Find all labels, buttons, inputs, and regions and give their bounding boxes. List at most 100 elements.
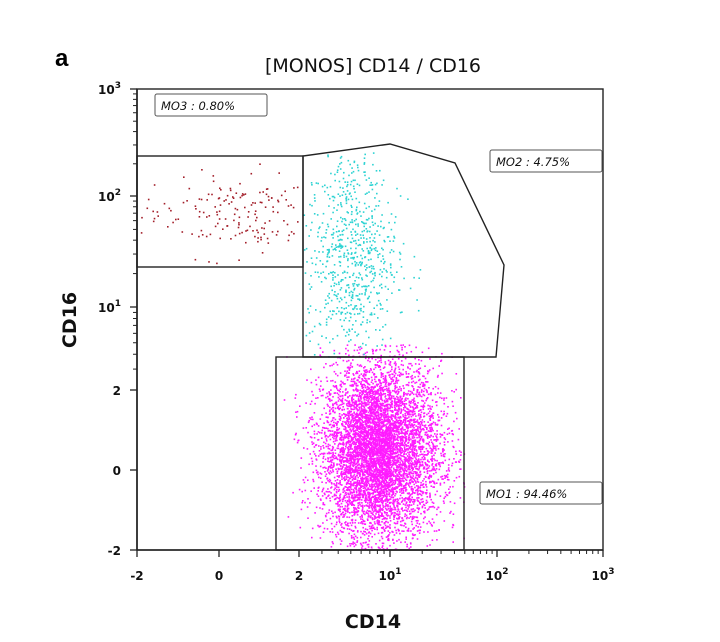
mo1-event-point: [361, 464, 363, 467]
mo1-event-point: [408, 506, 410, 508]
mo1-event-point: [295, 432, 297, 435]
mo1-event-point: [397, 514, 400, 516]
mo1-event-point: [361, 409, 363, 411]
chart-title: [MONOS] CD14 / CD16: [265, 55, 481, 77]
mo1-event-point: [333, 434, 335, 437]
mo1-event-point: [411, 364, 413, 367]
mo1-event-point: [331, 461, 333, 464]
mo1-event-point: [431, 458, 433, 460]
mo1-event-point: [404, 522, 406, 525]
mo1-event-point: [375, 446, 377, 448]
mo1-event-point: [348, 457, 351, 459]
mo1-event-point: [394, 416, 396, 418]
mo1-event-point: [375, 508, 377, 510]
mo1-event-point: [392, 474, 395, 476]
mo1-event-point: [423, 471, 426, 473]
mo1-event-point: [351, 414, 354, 417]
mo1-event-point: [338, 413, 341, 415]
mo1-event-point: [393, 444, 396, 446]
mo1-event-point: [427, 421, 429, 423]
mo1-event-point: [385, 527, 387, 529]
mo1-event-point: [392, 456, 395, 459]
mo1-event-point: [368, 505, 370, 508]
mo1-event-point: [386, 472, 388, 475]
mo1-event-point: [410, 415, 413, 418]
mo1-event-point: [442, 448, 444, 450]
mo1-event-point: [367, 463, 370, 466]
mo1-event-point: [344, 448, 346, 450]
mo1-event-point: [429, 475, 431, 478]
mo1-event-point: [406, 504, 409, 507]
mo1-event-point: [342, 498, 345, 501]
mo1-event-point: [429, 447, 432, 449]
mo1-event-point: [443, 497, 445, 500]
mo1-event-point: [350, 488, 353, 491]
mo1-event-point: [422, 408, 425, 411]
mo1-event-point: [359, 395, 362, 397]
mo1-event-point: [423, 390, 425, 393]
mo1-event-point: [371, 449, 374, 452]
mo1-event-point: [387, 458, 390, 461]
mo1-event-point: [365, 444, 367, 446]
mo1-event-point: [347, 349, 349, 352]
mo1-event-point: [430, 458, 432, 461]
mo1-event-point: [411, 424, 413, 427]
mo1-event-point: [363, 412, 366, 414]
mo1-event-point: [342, 453, 345, 456]
mo1-event-point: [334, 435, 336, 438]
mo1-event-point: [405, 397, 407, 399]
mo1-event-point: [399, 412, 402, 414]
mo1-event-point: [322, 466, 324, 469]
mo1-event-point: [347, 366, 350, 368]
mo1-event-point: [414, 466, 416, 468]
mo1-event-point: [427, 453, 429, 455]
mo1-event-point: [385, 477, 388, 480]
mo1-event-point: [337, 396, 340, 399]
mo1-event-point: [407, 413, 409, 416]
mo1-event-point: [372, 511, 375, 513]
mo1-event-point: [365, 494, 367, 496]
mo1-event-point: [350, 444, 353, 447]
mo1-event-point: [439, 436, 442, 438]
mo1-event-point: [378, 448, 380, 450]
mo1-event-point: [368, 473, 371, 476]
mo1-event-point: [309, 502, 311, 504]
mo1-event-point: [376, 504, 379, 507]
mo1-event-point: [412, 528, 414, 530]
mo1-event-point: [367, 444, 369, 446]
mo1-event-point: [337, 445, 339, 447]
mo1-event-point: [347, 452, 349, 454]
mo1-event-point: [349, 522, 352, 524]
mo1-event-point: [358, 494, 361, 497]
mo1-event-point: [401, 460, 404, 463]
mo1-event-point: [388, 441, 391, 443]
mo1-event-point: [435, 468, 438, 470]
mo1-event-point: [410, 458, 412, 460]
mo1-event-point: [328, 393, 331, 396]
mo1-event-point: [370, 414, 372, 417]
mo1-event-point: [322, 445, 324, 447]
mo1-event-point: [393, 469, 395, 471]
mo1-event-point: [355, 494, 357, 496]
mo1-event-point: [327, 430, 330, 432]
mo1-event-point: [339, 543, 342, 545]
mo1-event-point: [344, 509, 347, 511]
mo1-event-point: [411, 431, 414, 433]
mo1-event-point: [373, 463, 376, 466]
mo1-event-point: [339, 480, 341, 482]
mo1-event-point: [347, 422, 350, 425]
mo1-event-point: [452, 405, 454, 407]
mo1-event-point: [329, 406, 331, 409]
mo1-event-point: [439, 396, 441, 399]
mo1-event-point: [355, 421, 357, 424]
mo1-event-point: [325, 363, 327, 365]
mo1-event-point: [311, 536, 313, 539]
mo1-event-point: [369, 433, 372, 436]
mo1-event-point: [386, 501, 389, 503]
mo1-event-point: [345, 442, 347, 444]
mo1-event-point: [360, 522, 362, 524]
mo1-event-point: [438, 419, 441, 422]
mo1-event-point: [442, 478, 444, 480]
mo1-event-point: [360, 438, 362, 440]
mo1-event-point: [409, 446, 412, 448]
